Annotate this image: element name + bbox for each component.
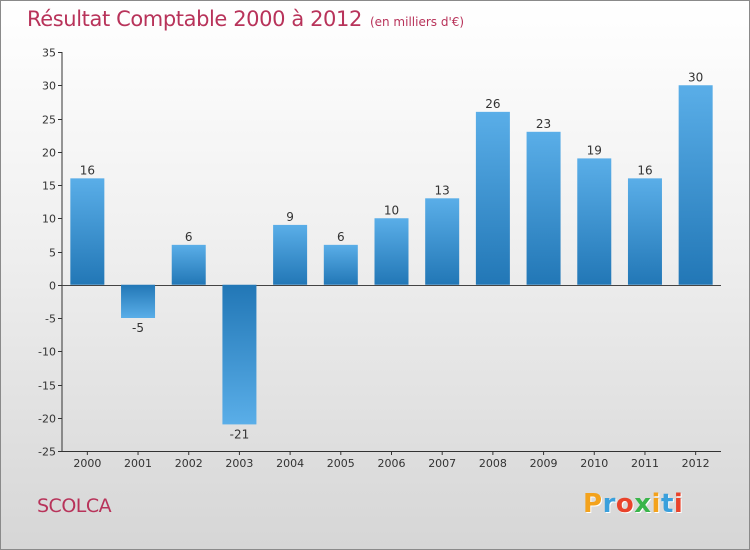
data-labels: 16 -5 6 -21 9 6 10 13 26 23 19 16 30 [80,70,704,441]
chart-title: Résultat Comptable 2000 à 2012 (en millie… [27,7,464,31]
data-label-2006: 10 [384,203,399,217]
chart-subtitle: (en milliers d'€) [369,15,465,29]
bar-2010 [577,158,612,285]
y-tick-label: -20 [38,413,56,426]
x-tick-label: 2003 [225,457,253,470]
x-tick-label: 2004 [276,457,304,470]
y-tick-label: -15 [38,380,56,393]
bar-2002 [171,244,206,285]
bar-2006 [374,218,409,285]
brand-letter: o [615,489,635,519]
x-tick-label: 2009 [530,457,558,470]
bar-2011 [627,178,662,285]
y-tick-label: -25 [38,446,56,459]
y-tick-label: 0 [49,280,56,293]
bar-2012 [678,85,713,285]
bars [70,85,713,425]
bar-2000 [70,178,105,285]
data-label-2007: 13 [435,183,450,197]
x-tick-label: 2005 [327,457,355,470]
x-tick-label: 2000 [73,457,101,470]
brand-letter: t [660,489,674,519]
y-tick-label: -10 [38,346,56,359]
y-tick-label: 30 [42,80,56,93]
brand-letter: P [583,489,603,519]
data-label-2011: 16 [637,163,652,177]
data-label-2008: 26 [485,97,500,111]
brand-letter: r [602,489,616,519]
bar-2005 [323,244,358,285]
x-tick-label: 2007 [428,457,456,470]
brand-letter: i [651,489,661,519]
y-tick-label: 15 [42,180,56,193]
x-tick-label: 2008 [479,457,507,470]
y-tick-label: 25 [42,114,56,127]
y-tick-label: 10 [42,213,56,226]
brand-letter: x [634,489,652,519]
y-tick-label: 35 [42,47,56,60]
bar-2008 [475,111,510,285]
y-tick-label: 20 [42,147,56,160]
data-label-2002: 6 [185,230,193,244]
x-tick-label: 2006 [378,457,406,470]
title-text: Résultat Comptable 2000 à 2012 [27,7,362,31]
y-tick-label: 5 [49,247,56,260]
data-label-2001: -5 [132,321,144,335]
x-tick-label: 2010 [580,457,608,470]
brand-letter: i [673,489,684,519]
x-tick-label: 2002 [175,457,203,470]
data-label-2010: 19 [587,143,602,157]
data-label-2009: 23 [536,117,551,131]
data-label-2004: 9 [286,210,294,224]
data-label-2003: -21 [230,427,250,441]
x-axis: 2000 2001 2002 2003 2004 2005 2006 2007 2008 2009… [62,285,721,470]
y-tick-label: -5 [45,313,56,326]
proxiti-logo: Proxiti [583,489,683,519]
y-axis: 35 30 25 20 15 10 5 0 -5 -10 -15 -20 -25 [38,47,63,459]
bar-2007 [425,198,460,285]
bar-2001 [121,284,156,318]
x-tick-label: 2001 [124,457,152,470]
bar-2003 [222,284,257,425]
x-tick-label: 2011 [631,457,659,470]
commune-name: SCOLCA [37,495,112,517]
data-label-2000: 16 [80,163,95,177]
data-label-2005: 6 [337,230,345,244]
bar-2009 [526,131,561,285]
data-label-2012: 30 [688,70,703,84]
x-tick-label: 2012 [682,457,710,470]
bar-2004 [273,224,308,285]
